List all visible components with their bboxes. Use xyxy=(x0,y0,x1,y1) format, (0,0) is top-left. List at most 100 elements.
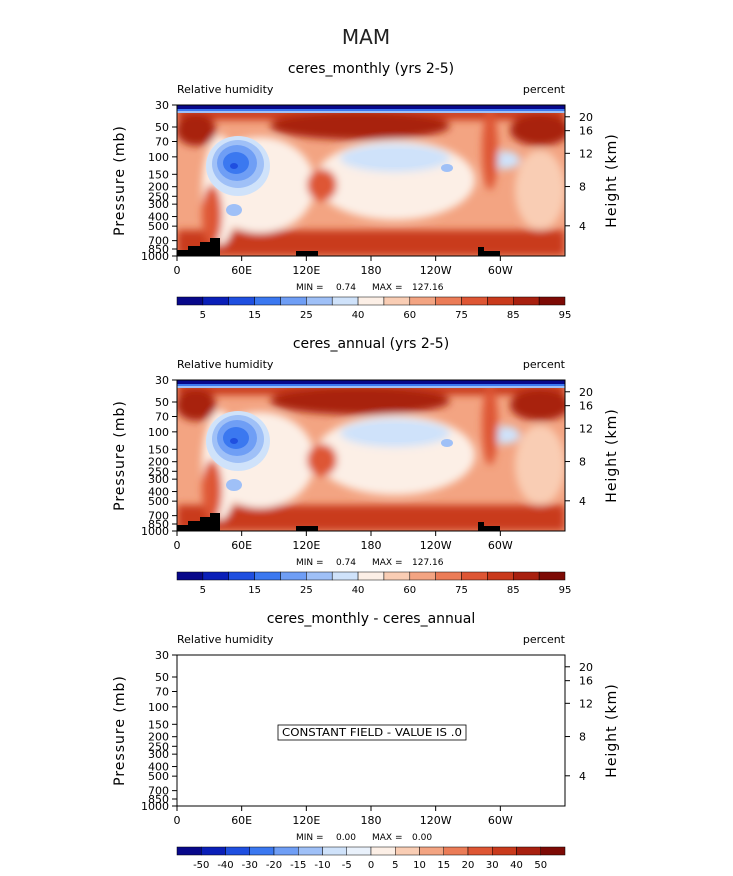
y-tick-label: 200 xyxy=(148,456,169,469)
left-label: Relative humidity xyxy=(177,358,274,371)
colorbar-box xyxy=(516,846,541,856)
y2-tick-label: 20 xyxy=(579,661,593,674)
y-tick-label: 70 xyxy=(155,685,169,698)
colorbar-box xyxy=(383,571,411,581)
y-tick-label: 300 xyxy=(148,473,169,486)
colorbar-box xyxy=(280,296,307,306)
panel-ceres-monthly: ceres_monthly (yrs 2-5) Relative humidit… xyxy=(112,61,620,321)
colorbar-box xyxy=(461,571,488,581)
colorbar-label: 5 xyxy=(200,585,206,596)
x-tick-label: 60W xyxy=(488,539,513,552)
colorbar-box xyxy=(370,846,396,856)
y-tick-label: 1000 xyxy=(141,525,169,538)
x-tick-label: 0 xyxy=(174,814,181,827)
y2-axis-title: Height (km) xyxy=(604,683,620,777)
y-tick-label: 200 xyxy=(148,181,169,194)
constant-field-annotation: CONSTANT FIELD - VALUE IS .0 xyxy=(282,726,462,739)
colorbar-label: 30 xyxy=(486,860,499,871)
x-tick-label: 180 xyxy=(361,539,382,552)
colorbar-label: -10 xyxy=(314,860,330,871)
colorbar-box xyxy=(467,846,493,856)
y-tick-label: 100 xyxy=(148,151,169,164)
stats-max-label: MAX = xyxy=(372,558,403,568)
y-tick-label: 50 xyxy=(155,121,169,134)
x-tick-label: 60W xyxy=(488,814,513,827)
colorbar-label: 15 xyxy=(437,860,450,871)
x-tick-label: 120W xyxy=(420,814,452,827)
colorbar-label: -5 xyxy=(342,860,352,871)
y2-axis-title: Height (km) xyxy=(604,133,620,227)
x-tick-label: 180 xyxy=(361,814,382,827)
y-tick-label: 700 xyxy=(148,785,169,798)
colorbar-box xyxy=(346,846,372,856)
colorbar-box xyxy=(538,571,566,581)
x-tick-label: 60E xyxy=(231,539,252,552)
y2-tick-label: 8 xyxy=(579,456,586,469)
x-tick-label: 0 xyxy=(174,539,181,552)
colorbar-label: 25 xyxy=(300,310,313,321)
y-tick-label: 700 xyxy=(148,235,169,248)
colorbar-label: 75 xyxy=(455,585,468,596)
y-axis-title: Pressure (mb) xyxy=(112,125,128,236)
stats-min: 0.74 xyxy=(336,283,356,293)
y2-tick-label: 20 xyxy=(579,111,593,124)
y-tick-label: 850 xyxy=(148,243,169,256)
colorbar-label: 20 xyxy=(462,860,475,871)
y-tick-label: 1000 xyxy=(141,800,169,813)
y2-tick-label: 12 xyxy=(579,697,593,710)
colorbar-box xyxy=(176,296,204,306)
x-tick-label: 120E xyxy=(292,539,320,552)
colorbar-label: -30 xyxy=(242,860,258,871)
y-tick-label: 70 xyxy=(155,410,169,423)
y-tick-label: 30 xyxy=(155,374,169,387)
stats-min: 0.00 xyxy=(336,833,356,843)
colorbar-box xyxy=(487,571,514,581)
y2-tick-label: 16 xyxy=(579,400,593,413)
y-tick-label: 50 xyxy=(155,396,169,409)
colorbar-box xyxy=(357,296,385,306)
y2-tick-label: 4 xyxy=(579,770,586,783)
stats-min-label: MIN = xyxy=(296,283,324,293)
colorbar-box xyxy=(228,571,255,581)
colorbar-box xyxy=(306,571,333,581)
colorbar-label: 75 xyxy=(455,310,468,321)
panel-ceres-annual: ceres_annual (yrs 2-5) Relative humidity… xyxy=(112,336,620,596)
colorbar-box xyxy=(383,296,411,306)
x-tick-label: 120W xyxy=(420,264,452,277)
y-tick-label: 400 xyxy=(148,211,169,224)
colorbar-box xyxy=(201,846,226,856)
y-tick-label: 250 xyxy=(148,190,169,203)
y-tick-label: 200 xyxy=(148,731,169,744)
x-tick-label: 60E xyxy=(231,814,252,827)
y2-tick-label: 8 xyxy=(579,731,586,744)
stats-max-label: MAX = xyxy=(372,833,403,843)
stats-min-label: MIN = xyxy=(296,833,324,843)
colorbar-box xyxy=(176,571,204,581)
y2-tick-label: 12 xyxy=(579,422,593,435)
colorbar-box xyxy=(254,571,281,581)
colorbar-box xyxy=(225,846,250,856)
y2-tick-label: 4 xyxy=(579,220,586,233)
y-tick-label: 700 xyxy=(148,510,169,523)
stats-max: 127.16 xyxy=(412,558,444,568)
panel-title: ceres_annual (yrs 2-5) xyxy=(293,336,449,352)
colorbar-box xyxy=(461,296,488,306)
y-tick-label: 850 xyxy=(148,518,169,531)
colorbar-label: 50 xyxy=(534,860,547,871)
y-tick-label: 150 xyxy=(148,718,169,731)
colorbar-box xyxy=(249,846,275,856)
colorbar-box xyxy=(435,296,462,306)
left-label: Relative humidity xyxy=(177,633,274,646)
colorbar-box xyxy=(202,571,229,581)
colorbar-box xyxy=(331,296,359,306)
colorbar-box xyxy=(435,571,462,581)
y-tick-label: 70 xyxy=(155,135,169,148)
x-tick-label: 120E xyxy=(292,264,320,277)
colorbar-label: 60 xyxy=(403,585,416,596)
stats-min-label: MIN = xyxy=(296,558,324,568)
panel-difference: ceres_monthly - ceres_annual Relative hu… xyxy=(112,611,620,871)
colorbar-label: -40 xyxy=(217,860,233,871)
x-tick-label: 60W xyxy=(488,264,513,277)
